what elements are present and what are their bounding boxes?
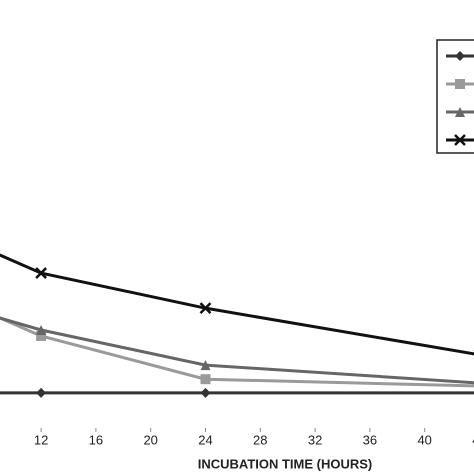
x-tick-label: 12: [34, 432, 48, 447]
marker: [200, 360, 211, 371]
marker: [199, 302, 212, 315]
marker: [455, 79, 465, 89]
x-tick-label: 32: [308, 432, 322, 447]
series-line: [0, 253, 474, 356]
x-tick-label: 44: [472, 432, 474, 447]
marker: [35, 267, 47, 279]
x-axis-label: INCUBATION TIME (HOURS): [198, 456, 373, 471]
marker: [36, 324, 47, 335]
series-line: [0, 316, 474, 385]
marker: [200, 387, 211, 398]
x-tick-label: 28: [253, 432, 267, 447]
marker: [454, 134, 466, 146]
x-tick-label: 40: [417, 432, 431, 447]
marker: [36, 330, 47, 341]
marker: [36, 387, 47, 398]
x-tick-label: 36: [363, 432, 377, 447]
marker: [200, 374, 211, 385]
series-line: [0, 316, 474, 388]
x-tick-label: 20: [143, 432, 157, 447]
legend-box: [436, 39, 474, 154]
x-tick-label: 16: [89, 432, 103, 447]
x-tick-label: 24: [198, 432, 212, 447]
marker: [455, 107, 465, 117]
marker: [455, 51, 465, 61]
